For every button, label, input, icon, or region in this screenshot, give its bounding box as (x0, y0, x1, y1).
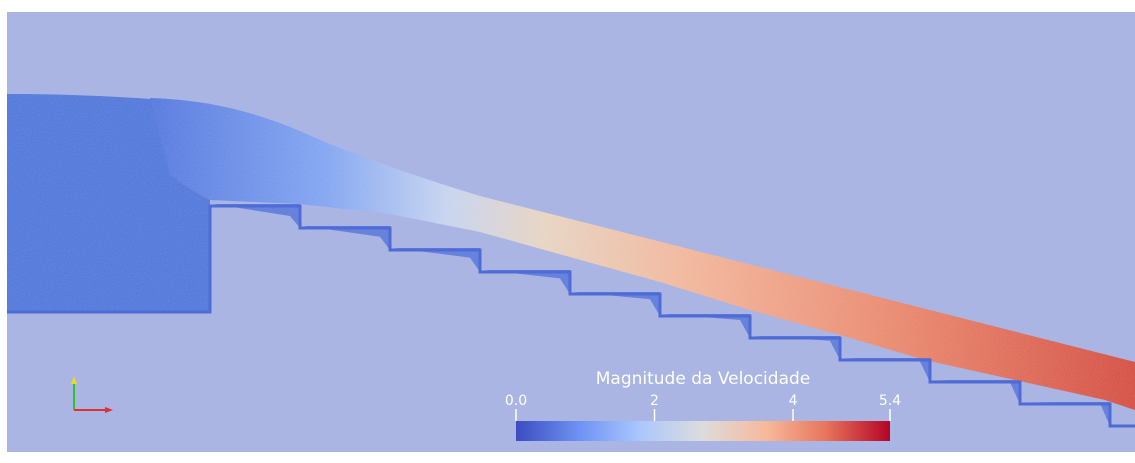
axis-y-cone (71, 376, 77, 384)
color-legend-ticks: 0.0 2 4 5.4 (505, 393, 901, 421)
color-legend-bar (516, 421, 890, 441)
color-legend-tick-label: 4 (789, 393, 798, 409)
color-legend: Magnitude da Velocidade 0.0 2 4 5.4 (505, 369, 901, 441)
step-pocket (574, 292, 660, 316)
reservoir-grain (7, 94, 210, 312)
flow-grain (150, 98, 1135, 410)
spillway-steps-wall (7, 204, 1135, 428)
color-legend-tick-label: 0.0 (505, 393, 527, 409)
orientation-axes (71, 376, 113, 413)
color-legend-tick-label: 5.4 (879, 393, 901, 409)
axis-x-cone (105, 407, 113, 413)
step-pocket (394, 248, 480, 272)
step-pocket (304, 226, 390, 250)
color-legend-tick-label: 2 (650, 393, 659, 409)
step-pocket (214, 204, 300, 228)
color-legend-title: Magnitude da Velocidade (596, 369, 811, 389)
step-pocket (484, 270, 570, 294)
